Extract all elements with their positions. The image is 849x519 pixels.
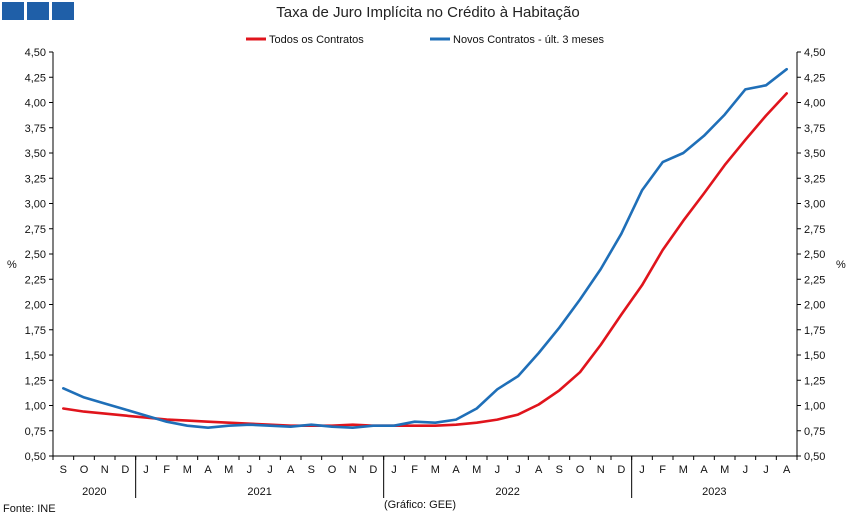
y-tick-label-left: 1,00 (25, 401, 46, 413)
y-tick-label-right: 1,25 (804, 375, 825, 387)
y-tick-label-left: 2,50 (25, 249, 46, 261)
y-tick-label-right: 0,50 (804, 451, 825, 463)
y-tick-label-right: 4,25 (804, 72, 825, 84)
month-label: M (720, 464, 729, 476)
month-label: M (183, 464, 192, 476)
legend: Todos os Contratos Novos Contratos - últ… (246, 34, 605, 46)
y-tick-label-left: 1,50 (25, 350, 46, 362)
month-label: J (639, 464, 645, 476)
logo (2, 2, 74, 20)
y-tick-label-left: 2,00 (25, 300, 46, 312)
y-tick-label-left: 4,50 (25, 47, 46, 59)
month-label: O (576, 464, 585, 476)
month-label: M (679, 464, 688, 476)
month-label: J (495, 464, 501, 476)
y-tick-label-right: 2,00 (804, 300, 825, 312)
month-label: N (101, 464, 109, 476)
y-tick-label-right: 2,50 (804, 249, 825, 261)
month-label: F (163, 464, 170, 476)
series-line-novos (61, 67, 789, 430)
y-tick-label-left: 2,75 (25, 224, 46, 236)
y-tick-label-left: 3,50 (25, 148, 46, 160)
y-axis-label-left: % (7, 259, 17, 271)
y-tick-label-right: 4,00 (804, 98, 825, 110)
y-tick-label-right: 4,50 (804, 47, 825, 59)
month-label: N (349, 464, 357, 476)
y-tick-label-right: 0,75 (804, 426, 825, 438)
y-tick-label-left: 1,75 (25, 325, 46, 337)
month-label: D (121, 464, 129, 476)
month-label: O (80, 464, 89, 476)
month-label: J (267, 464, 273, 476)
y-tick-label-left: 4,25 (25, 72, 46, 84)
y-tick-label-left: 0,50 (25, 451, 46, 463)
month-label: J (391, 464, 397, 476)
month-label: D (617, 464, 625, 476)
y-tick-label-right: 1,00 (804, 401, 825, 413)
y-tick-label-right: 2,25 (804, 274, 825, 286)
y-tick-label-left: 0,75 (25, 426, 46, 438)
logo-square-3 (52, 2, 74, 20)
month-label: M (431, 464, 440, 476)
year-label: 2022 (495, 486, 519, 498)
legend-label-todos: Todos os Contratos (269, 34, 364, 46)
y-tick-label-right: 1,50 (804, 350, 825, 362)
source-note: Fonte: INE (3, 503, 56, 515)
y-tick-label-right: 2,75 (804, 224, 825, 236)
month-label: N (597, 464, 605, 476)
y-tick-label-right: 3,75 (804, 123, 825, 135)
month-label: J (743, 464, 749, 476)
month-label: S (556, 464, 563, 476)
month-label: A (452, 464, 460, 476)
series-line-todos (61, 92, 789, 428)
y-tick-label-right: 1,75 (804, 325, 825, 337)
year-label: 2023 (702, 486, 726, 498)
month-label: A (287, 464, 295, 476)
y-tick-label-left: 4,00 (25, 98, 46, 110)
logo-square-2 (27, 2, 49, 20)
month-label: D (369, 464, 377, 476)
logo-square-1 (2, 2, 24, 20)
month-label: F (659, 464, 666, 476)
axes: 0,50 0,50 0,75 0,75 1,00 1,00 1,25 1,25 1,50 1,50… (25, 47, 825, 498)
month-label: A (535, 464, 543, 476)
chart-title: Taxa de Juro Implícita no Crédito à Habi… (276, 4, 580, 21)
y-tick-label-right: 3,50 (804, 148, 825, 160)
month-label: J (247, 464, 253, 476)
month-label: J (143, 464, 149, 476)
y-tick-label-left: 2,25 (25, 274, 46, 286)
month-label: A (783, 464, 791, 476)
credit-note: (Gráfico: GEE) (384, 499, 456, 511)
y-tick-label-left: 3,00 (25, 199, 46, 211)
year-label: 2020 (82, 486, 106, 498)
y-tick-label-left: 3,25 (25, 173, 46, 185)
series-lines (61, 67, 789, 430)
month-label: S (308, 464, 315, 476)
x-axis-labels: S O N D J F M A M J J A S O N D J F M A M J J A S O N D J F M A M J J A2020… (60, 464, 791, 498)
year-label: 2021 (247, 486, 271, 498)
month-label: F (411, 464, 418, 476)
month-label: O (328, 464, 337, 476)
y-tick-label-right: 3,25 (804, 173, 825, 185)
y-axis-label-right: % (836, 259, 846, 271)
y-tick-label-left: 3,75 (25, 123, 46, 135)
legend-label-novos: Novos Contratos - últ. 3 meses (453, 34, 605, 46)
month-label: M (224, 464, 233, 476)
month-label: A (204, 464, 212, 476)
month-label: M (472, 464, 481, 476)
y-tick-label-right: 3,00 (804, 199, 825, 211)
month-label: J (515, 464, 521, 476)
month-label: J (763, 464, 769, 476)
month-label: S (60, 464, 67, 476)
month-label: A (700, 464, 708, 476)
y-tick-label-left: 1,25 (25, 375, 46, 387)
